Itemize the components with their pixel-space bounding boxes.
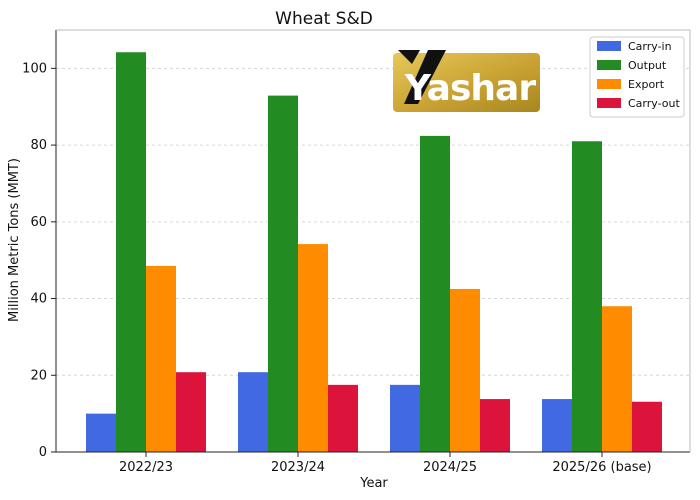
legend-label: Carry-in	[628, 40, 672, 53]
bar-export	[146, 265, 176, 452]
yashar-logo: Yashar	[393, 50, 540, 112]
x-tick-label: 2022/23	[119, 460, 173, 475]
chart-title: Wheat S&D	[275, 9, 373, 29]
bar-carry-out	[328, 384, 358, 452]
y-tick-label: 40	[30, 292, 47, 307]
legend-swatch	[597, 98, 621, 108]
bar-output	[116, 52, 146, 452]
legend-swatch	[597, 79, 621, 89]
logo-mark-icon	[398, 50, 446, 104]
legend-label: Output	[628, 59, 667, 72]
legend: Carry-in Output Export Carry-out	[589, 36, 685, 118]
bar-carry-in	[390, 384, 420, 452]
bar-carry-out	[632, 401, 662, 452]
legend-label: Export	[628, 78, 665, 91]
bar-carry-in	[238, 372, 268, 452]
x-axis-label: Year	[359, 476, 388, 491]
bar-output	[572, 141, 602, 452]
legend-swatch	[597, 60, 621, 70]
y-tick-label: 80	[30, 138, 47, 153]
bar-carry-in	[86, 413, 116, 452]
bar-carry-out	[480, 399, 510, 452]
y-tick-label: 60	[30, 215, 47, 230]
y-tick-label: 0	[39, 445, 47, 460]
y-axis-label: Million Metric Tons (MMT)	[7, 158, 22, 322]
x-tick-label: 2025/26 (base)	[552, 460, 651, 475]
bar-export	[450, 288, 480, 452]
y-tick-label: 20	[30, 368, 47, 383]
axes	[55, 29, 691, 453]
bar-carry-in	[542, 399, 572, 452]
ticks: 0 20 40 60 80 100 2022/23 2023/24 2024/25 2025/26…	[22, 61, 651, 475]
x-tick-label: 2023/24	[271, 460, 325, 475]
bar-carry-out	[176, 372, 206, 452]
x-tick-label: 2024/25	[423, 460, 477, 475]
legend-swatch	[597, 41, 621, 51]
bars	[86, 52, 662, 453]
legend-frame	[589, 36, 685, 118]
bar-export	[298, 244, 328, 452]
bar-output	[268, 95, 298, 453]
legend-label: Carry-out	[628, 97, 680, 110]
logo-text: Yashar	[404, 68, 536, 109]
bar-output	[420, 135, 450, 452]
bar-export	[602, 306, 632, 452]
y-tick-label: 100	[22, 61, 47, 76]
